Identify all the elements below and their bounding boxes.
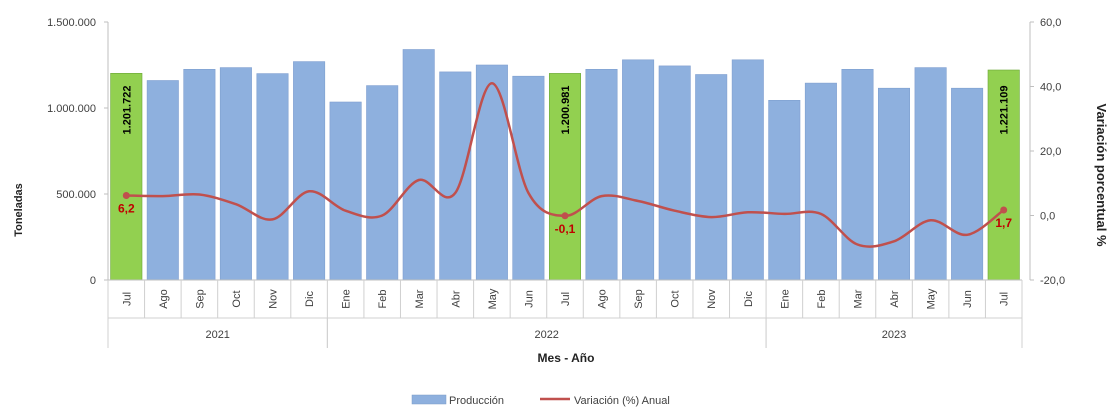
y-axis-title: Toneladas (13, 183, 25, 237)
x-tick-label: Feb (377, 290, 389, 309)
variation-data-label: 6,2 (118, 202, 135, 216)
bar-data-label: 1.200.981 (560, 86, 572, 135)
legend-swatch-production (411, 394, 447, 405)
variation-point (122, 192, 130, 199)
x-tick-label: Mar (414, 289, 426, 308)
bar (585, 69, 618, 281)
year-label: 2023 (882, 329, 906, 341)
bar-data-label: 1.221.109 (999, 86, 1011, 135)
bar (914, 67, 947, 281)
y-tick-label: 1.000.000 (47, 103, 96, 115)
line-layer (122, 82, 1008, 248)
x-tick-label: Oct (231, 290, 243, 307)
bar (768, 100, 801, 281)
bar (658, 65, 691, 281)
y2-tick-label: 60,0 (1040, 17, 1061, 29)
bar (402, 49, 435, 281)
x-tick-label: Abr (889, 290, 901, 307)
bar (110, 73, 143, 281)
bars-layer (110, 49, 1020, 281)
y2-tick-label: 20,0 (1040, 146, 1061, 158)
x-tick-label: Jul (560, 292, 572, 306)
bar (256, 73, 289, 281)
variation-point (561, 212, 569, 220)
bar (731, 59, 764, 281)
bar (219, 67, 252, 281)
variation-data-label: -0,1 (555, 222, 576, 236)
y2-tick-label: -20,0 (1040, 275, 1065, 287)
x-tick-label: Ago (597, 289, 609, 309)
bar (366, 85, 399, 281)
x-tick-label: Feb (816, 290, 828, 309)
bar (622, 59, 655, 281)
y-tick-label: 500.000 (56, 189, 96, 201)
bar (183, 69, 216, 281)
x-tick-label: Nov (268, 289, 280, 309)
bar (439, 71, 472, 281)
x-tick-label: Oct (670, 290, 682, 307)
bar (877, 87, 910, 281)
bar-data-label: 1.201.722 (121, 86, 133, 135)
x-tick-label: Jul (121, 292, 133, 306)
legend: Producción Variación (%) Anual (411, 394, 670, 407)
bar (548, 73, 581, 281)
year-label: 2022 (534, 329, 558, 341)
y2-axis-title: Variación porcentual % (1094, 103, 1109, 246)
bar (146, 80, 179, 281)
x-tick-label: Jun (962, 290, 974, 308)
axes-layer: 1.500.000 1.000.000 500.000 0 60,0 40,0 20,0 0,… (47, 17, 1065, 348)
legend-label-production: Producción (449, 395, 504, 407)
x-tick-label: Nov (706, 289, 718, 309)
x-tick-label: Sep (194, 289, 206, 309)
x-tick-label: Ene (779, 289, 791, 309)
bar (329, 101, 362, 281)
bar (475, 64, 508, 281)
y-tick-label: 1.500.000 (47, 17, 96, 29)
labels-layer: 6,2 -0,1 1,7 1.201.722 1.200.981 1.221.109 (118, 86, 1012, 236)
y2-tick-label: 0,0 (1040, 211, 1055, 223)
bar (293, 61, 326, 281)
bar (695, 74, 728, 281)
bar (951, 87, 984, 281)
variation-point (1000, 206, 1008, 214)
x-tick-label: Dic (743, 291, 755, 307)
y2-tick-label: 40,0 (1040, 82, 1061, 94)
x-tick-label: Sep (633, 289, 645, 309)
x-tick-label: Ene (341, 289, 353, 309)
bar (512, 75, 545, 281)
x-tick-label: Abr (450, 290, 462, 307)
x-tick-label: Ago (158, 289, 170, 309)
legend-label-variation: Variación (%) Anual (574, 395, 670, 407)
year-label: 2021 (205, 329, 229, 341)
x-tick-label: May (926, 288, 938, 309)
bar (841, 69, 874, 281)
x-tick-label: Dic (304, 291, 316, 307)
x-tick-label: Mar (853, 289, 865, 308)
variation-data-label: 1,7 (995, 216, 1012, 230)
x-tick-label: Jun (523, 290, 535, 308)
x-tick-label: Jul (999, 292, 1011, 306)
variation-line (126, 82, 1005, 248)
x-axis-title: Mes - Año (538, 351, 595, 365)
x-tick-label: May (487, 288, 499, 309)
y-tick-label: 0 (90, 275, 96, 287)
bar (987, 69, 1020, 281)
bar (804, 82, 837, 281)
